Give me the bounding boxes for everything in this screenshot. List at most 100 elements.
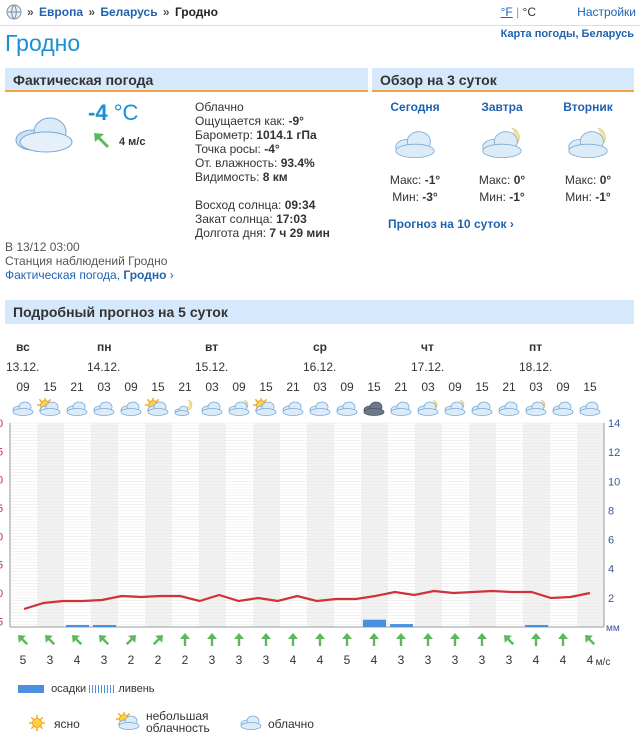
left-axis-label: 0 — [0, 531, 3, 543]
detail-label: Барометр: — [195, 128, 253, 142]
forecast-date: 13.12. — [6, 360, 40, 374]
precip-bar — [93, 625, 116, 627]
wind-speed: 5 — [19, 653, 27, 667]
wind-speed: 4 — [586, 653, 594, 667]
detail-row: Барометр: 1014.1 гПа — [195, 128, 330, 142]
left-axis-label: 5 — [0, 446, 3, 458]
forecast-hour: 09 — [124, 380, 138, 394]
sun-rows: Восход солнца: 09:34 Закат солнца: 17:03 Д… — [195, 198, 330, 240]
max-value: 0° — [513, 173, 526, 187]
wind-speed: 3 — [46, 653, 54, 667]
left-axis-label: 5 — [0, 503, 3, 515]
wind-speed: 3 — [100, 653, 108, 667]
cloudy-icon — [498, 401, 520, 416]
wind-arrow-icon — [99, 635, 110, 646]
cloudy-icon — [120, 401, 142, 416]
wind-arrow-icon — [450, 633, 460, 646]
wind-speed: 3 — [397, 653, 405, 667]
breadcrumb-sep: » — [162, 5, 170, 19]
overview-min: Мин: -3° — [380, 190, 450, 204]
wind-arrow-icon — [234, 633, 244, 646]
breadcrumb-europe[interactable]: Европа — [39, 5, 83, 19]
forecast-hour: 03 — [205, 380, 219, 394]
cloudy-icon — [395, 131, 435, 159]
right-axis-label: 12 — [608, 447, 620, 459]
overview-day-name[interactable]: Вторник — [563, 100, 613, 114]
link-arrow: › — [509, 217, 514, 231]
forecast-hour: 21 — [178, 380, 192, 394]
overview-header: Обзор на 3 суток — [372, 68, 634, 92]
overview-day-name[interactable]: Сегодня — [390, 100, 440, 114]
forecast-weekday: вс — [16, 340, 30, 354]
overview-day[interactable]: Сегодня — [380, 100, 450, 160]
min-label: Мин: — [565, 190, 592, 204]
forecast-weekday: пт — [529, 340, 543, 354]
overview-min: Мин: -1° — [553, 190, 623, 204]
wind-speed: 3 — [208, 653, 216, 667]
breadcrumb-belarus[interactable]: Беларусь — [100, 5, 158, 19]
actual-weather-link[interactable]: Фактическая погода, Гродно › — [5, 268, 174, 282]
wind-arrow-icon — [585, 635, 596, 646]
forecast-hour: 09 — [16, 380, 30, 394]
settings-link[interactable]: Настройки — [577, 5, 636, 19]
forecast-weekday: ср — [313, 340, 328, 354]
wind-speed: 3 — [424, 653, 432, 667]
forecast-hour: 15 — [259, 380, 273, 394]
current-temp: -4 °C — [88, 100, 138, 126]
wind-speed: 3 — [478, 653, 486, 667]
right-axis-label: 6 — [608, 535, 614, 547]
detail-value: 1014.1 гПа — [256, 128, 317, 142]
shower-legend-label: ливень — [118, 683, 155, 695]
overview-min: Мин: -1° — [467, 190, 537, 204]
fahrenheit-link[interactable]: °F — [500, 5, 513, 19]
detail-label: От. влажность: — [195, 156, 278, 170]
overview-day[interactable]: Завтра — [467, 100, 537, 160]
celsius-label: °C — [522, 5, 536, 19]
forecast-hour: 21 — [286, 380, 300, 394]
wind-speed: 2 — [127, 653, 135, 667]
cloudy-icon — [336, 401, 358, 416]
max-value: 0° — [599, 173, 612, 187]
detail-row: От. влажность: 93.4% — [195, 156, 330, 170]
forecast-hour: 15 — [583, 380, 597, 394]
forecast-hour: 03 — [529, 380, 543, 394]
sun-label: Закат солнца: — [195, 212, 273, 226]
sun-row: Восход солнца: 09:34 — [195, 198, 330, 212]
wind-speed: 4 — [316, 653, 324, 667]
forecast-header: Подробный прогноз на 5 суток — [5, 300, 634, 324]
wind-arrow-icon — [423, 633, 433, 646]
detail-label: Видимость: — [195, 170, 260, 184]
wind-arrow-icon — [72, 635, 83, 646]
weather-map-link[interactable]: Карта погоды, Беларусь — [500, 28, 634, 40]
current-weather-header: Фактическая погода — [5, 68, 368, 92]
cloudy-icon — [471, 401, 493, 416]
cloudy-icon — [390, 401, 412, 416]
precip-legend-label: осадки — [51, 683, 87, 695]
observation-time: В 13/12 03:00 — [5, 240, 80, 254]
cloudy-icon — [552, 401, 574, 416]
wind-speed: 5 — [343, 653, 351, 667]
overview-max: Макс: -1° — [380, 173, 450, 187]
detail-label: Ощущается как: — [195, 114, 286, 128]
max-label: Макс: — [478, 173, 511, 187]
breadcrumb-sep: » — [88, 5, 96, 19]
globe-icon — [6, 4, 22, 20]
forecast-hour: 21 — [70, 380, 84, 394]
temperature-line — [23, 589, 591, 611]
left-axis-label: 5 — [0, 560, 3, 572]
sun-row: Долгота дня: 7 ч 29 мин — [195, 226, 330, 240]
actual-weather-link-city: Гродно — [123, 268, 167, 282]
cloudy-moon-icon — [482, 124, 522, 159]
cloudy-moon-icon — [525, 398, 547, 416]
detail-rows: Ощущается как: -9° Барометр: 1014.1 гПа То… — [195, 114, 330, 184]
forecast-date: 17.12. — [411, 360, 445, 374]
sun-cloud-icon — [253, 398, 277, 416]
top-bar: » Европа » Беларусь » Гродно °F | °C Нас… — [0, 0, 640, 24]
ten-day-forecast-link[interactable]: Прогноз на 10 суток › — [388, 217, 514, 231]
overview-day[interactable]: Вторник — [553, 100, 623, 160]
overview-day-name[interactable]: Завтра — [481, 100, 523, 114]
forecast-hour: 09 — [232, 380, 246, 394]
wind-arrow-icon — [531, 633, 541, 646]
ten-day-link-text: Прогноз на 10 суток — [388, 217, 507, 231]
sun-cloud-icon — [145, 398, 169, 416]
